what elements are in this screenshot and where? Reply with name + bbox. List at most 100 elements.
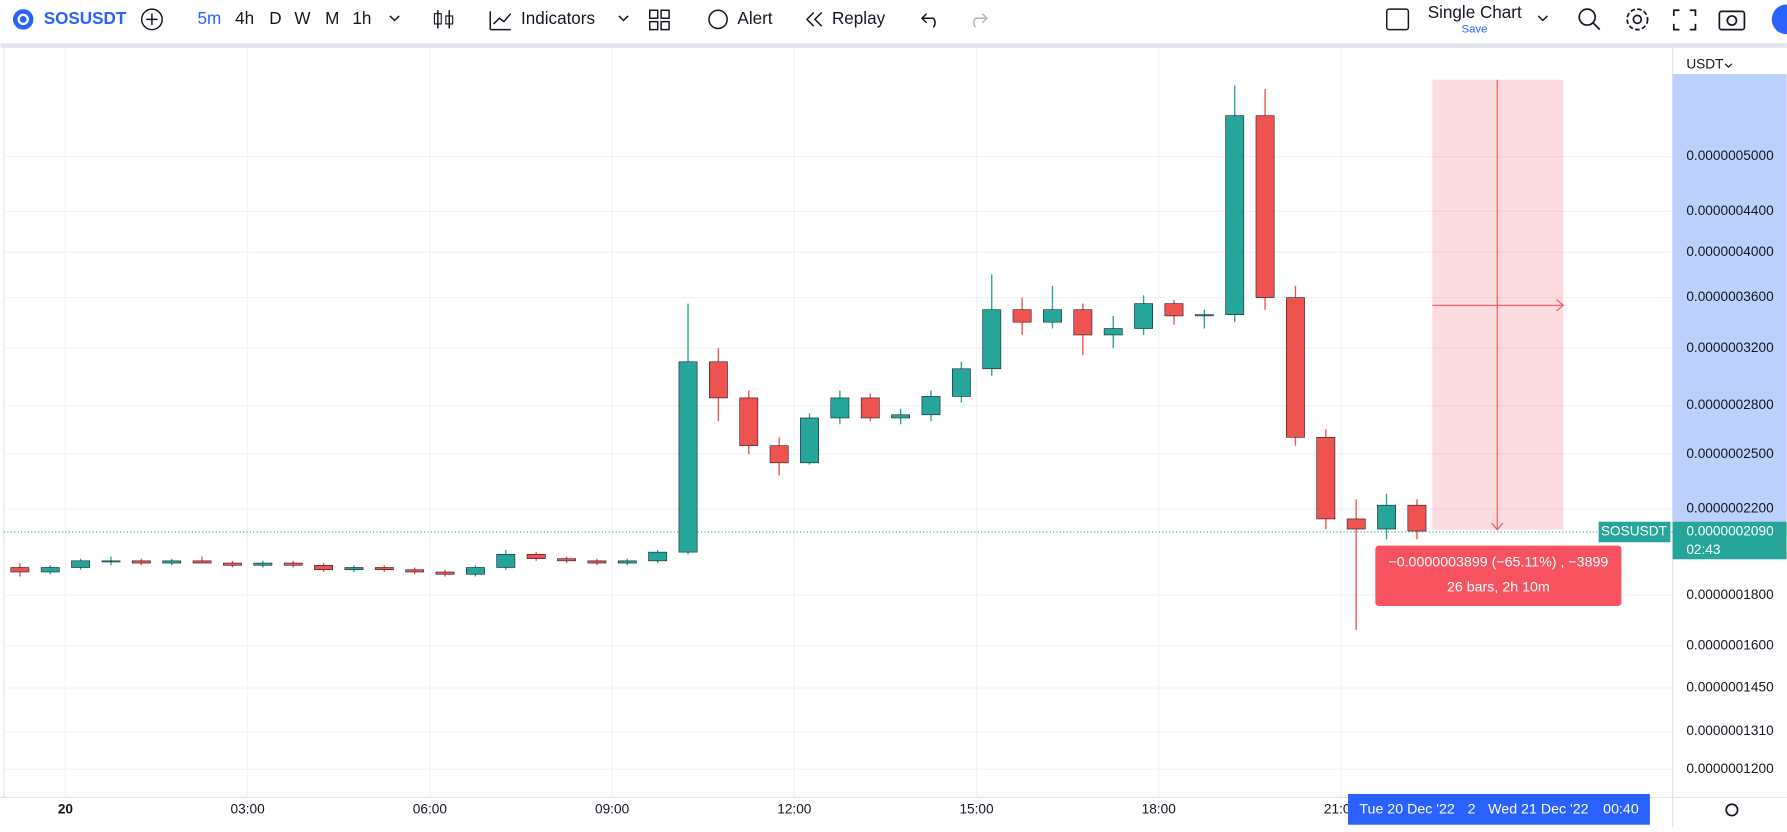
last-price: 0.0000002090 (1686, 524, 1774, 539)
candle-body (1377, 504, 1396, 530)
candle-body (1407, 504, 1427, 532)
candle-body (405, 569, 425, 573)
candle-body (435, 571, 455, 575)
replay-button[interactable]: Replay (832, 9, 886, 28)
redo-button[interactable] (973, 13, 988, 28)
candle-body (1073, 309, 1093, 336)
candle-body (496, 554, 516, 568)
range-start-time: 2 (1468, 802, 1476, 818)
candle-body (344, 567, 364, 571)
candle-body (1134, 303, 1153, 329)
y-tick-label: 0.0000005000 (1686, 148, 1774, 163)
x-tick-label: 12:00 (777, 802, 812, 817)
alert-button[interactable]: Alert (737, 9, 772, 28)
search-button[interactable] (1578, 8, 1597, 26)
layout-icon[interactable] (1385, 8, 1410, 31)
measure-arrows (1432, 79, 1565, 531)
chart-type-icon (433, 13, 442, 25)
save-label[interactable]: Save (1461, 24, 1487, 36)
interval[interactable]: 1h (352, 9, 371, 28)
y-tick-label: 0.0000003600 (1686, 289, 1774, 304)
alert-icon[interactable] (708, 9, 728, 30)
measure-label-box (1375, 545, 1622, 607)
last-price-box (1672, 521, 1787, 560)
candle-body (253, 562, 273, 566)
candle-body (1103, 328, 1123, 336)
indicators-dropdown[interactable] (618, 15, 629, 22)
candle-body (617, 560, 637, 564)
candle-body (769, 445, 789, 464)
y-tick-label: 0.0000001310 (1686, 723, 1774, 738)
x-tick-label: 09:00 (595, 802, 630, 817)
y-tick-label: 0.0000003200 (1686, 340, 1774, 355)
measure-tool: −0.0000003899 (−65.11%) , −3899 26 bars,… (1375, 74, 1787, 607)
range-start-date: Tue 20 Dec '22 (1359, 802, 1455, 818)
measure-axis-range (1672, 74, 1787, 530)
layout-dropdown[interactable] (1537, 15, 1548, 22)
fullscreen-button[interactable] (1672, 9, 1697, 31)
y-tick-label: 0.0000004400 (1686, 203, 1774, 218)
settings-button[interactable] (1626, 8, 1649, 31)
interval-dropdown[interactable] (389, 15, 400, 22)
currency-label[interactable]: USDT (1686, 57, 1724, 72)
candle-body (526, 554, 546, 559)
candle-body (557, 558, 576, 562)
axis-settings[interactable] (1725, 803, 1739, 817)
interval[interactable]: M (325, 9, 339, 28)
y-tick-label: 0.0000004000 (1686, 244, 1774, 259)
candle-body (71, 560, 91, 568)
candle-body (1012, 309, 1032, 323)
x-tick-label: 20 (58, 802, 74, 817)
symbol[interactable]: SOSUSDT (44, 9, 127, 28)
candle-body (1194, 314, 1214, 317)
interval[interactable]: 4h (235, 9, 254, 28)
measure-span: 26 bars, 2h 10m (1447, 580, 1550, 596)
interval[interactable]: W (294, 9, 311, 28)
snapshot-button[interactable] (1718, 10, 1746, 31)
interval[interactable]: D (269, 9, 281, 28)
candle-body (860, 397, 880, 419)
range-end-time: 00:40 (1603, 802, 1639, 818)
grid (3, 47, 1673, 798)
candle-body (709, 361, 728, 399)
candle-body (192, 560, 212, 564)
candles (10, 85, 1427, 630)
candle-body (951, 368, 971, 397)
undo-button[interactable] (920, 13, 936, 28)
range-end-date: Wed 21 Dec '22 (1488, 802, 1589, 818)
profile-button[interactable] (1771, 4, 1787, 35)
settings-center (1632, 14, 1643, 25)
camera-lens (1726, 15, 1738, 26)
indicators-button[interactable]: Indicators (521, 9, 595, 28)
toolbar-border (0, 43, 1787, 48)
interval[interactable]: 5m (197, 9, 221, 28)
y-tick-label: 0.0000002200 (1686, 501, 1774, 516)
layout-name[interactable]: Single Chart (1428, 3, 1522, 22)
y-tick-label: 0.0000002800 (1686, 397, 1774, 412)
compare-button[interactable] (140, 8, 163, 31)
templates-button[interactable] (648, 9, 670, 31)
symbol-tag (1598, 521, 1671, 543)
time-range-box (1348, 793, 1650, 825)
candle-body (891, 414, 911, 419)
x-tick-label: 15:00 (959, 802, 994, 817)
replay-icon[interactable] (805, 12, 823, 27)
y-tick-label: 0.0000001800 (1686, 587, 1774, 602)
candle-body (131, 560, 151, 564)
chart-type-icon (445, 15, 454, 25)
y-tick-label: 0.0000001200 (1686, 761, 1774, 776)
symbol-tag-label: SOSUSDT (1601, 524, 1668, 539)
symbol-logo[interactable] (12, 9, 34, 30)
x-tick-label: 18:00 (1142, 802, 1177, 817)
candle-body (739, 397, 759, 446)
measure-change: −0.0000003899 (−65.11%) , −3899 (1388, 554, 1608, 570)
candle-body (648, 551, 668, 562)
candle-body (10, 567, 30, 573)
x-tick-label: 06:00 (413, 802, 448, 817)
candle-body (1316, 437, 1336, 520)
indicators-icon[interactable] (489, 11, 512, 31)
candle-body (830, 397, 850, 419)
currency-dropdown[interactable] (1724, 63, 1733, 69)
